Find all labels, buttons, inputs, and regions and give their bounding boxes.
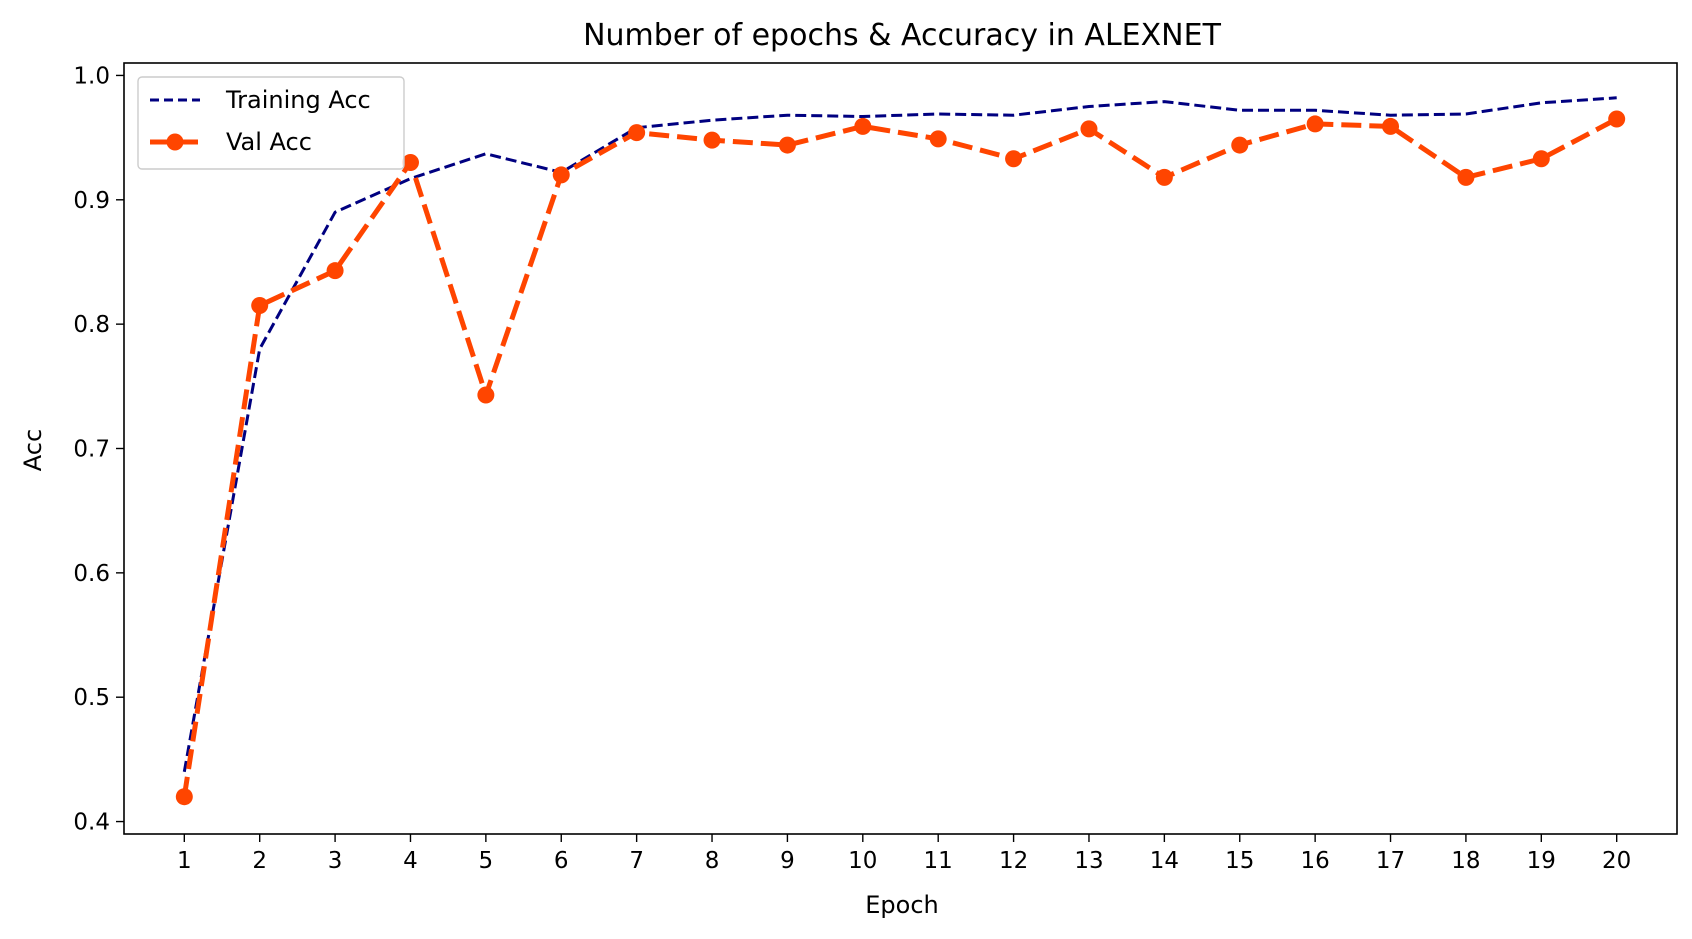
x-tick-label: 6	[554, 848, 569, 874]
x-tick-label: 16	[1300, 848, 1329, 874]
val-acc-marker	[1532, 150, 1550, 168]
val-acc-marker	[1080, 120, 1098, 138]
x-tick-label: 3	[328, 848, 343, 874]
y-axis: 0.4 0.5 0.6 0.7 0.8 0.9 1.0	[73, 63, 124, 836]
plot-frame	[123, 62, 1678, 835]
x-tick-label: 9	[780, 848, 795, 874]
x-axis-label: Epoch	[865, 891, 939, 919]
legend-box	[137, 76, 405, 170]
y-tick-label: 0.5	[73, 685, 110, 711]
val-acc-marker	[1306, 115, 1324, 133]
x-tick-label: 7	[629, 848, 644, 874]
val-acc-marker	[1457, 168, 1475, 186]
legend-label: Training Acc	[225, 86, 371, 114]
val-acc-marker	[1608, 110, 1626, 128]
y-tick-label: 1.0	[73, 63, 110, 89]
val-acc-marker	[477, 386, 495, 404]
x-tick-label: 13	[1074, 848, 1103, 874]
x-tick-label: 8	[705, 848, 720, 874]
val-acc-line	[181, 116, 1618, 798]
x-tick-label: 4	[403, 848, 418, 874]
val-acc-marker	[251, 296, 269, 314]
y-tick-label: 0.4	[73, 810, 110, 836]
x-tick-label: 19	[1527, 848, 1556, 874]
plot-area	[123, 62, 1678, 835]
y-tick-label: 0.9	[73, 188, 110, 214]
val-acc-marker	[1382, 117, 1400, 135]
val-acc-marker	[401, 153, 419, 171]
val-acc-marker	[1155, 168, 1173, 186]
val-acc-marker	[1231, 136, 1249, 154]
val-acc-marker	[778, 136, 796, 154]
training-acc-line	[182, 96, 1617, 773]
x-tick-label: 14	[1150, 848, 1179, 874]
x-tick-label: 1	[177, 848, 192, 874]
x-tick-label: 15	[1225, 848, 1254, 874]
val-acc-marker	[929, 130, 947, 148]
x-tick-label: 5	[479, 848, 494, 874]
val-acc-marker	[854, 117, 872, 135]
y-axis-label: Acc	[19, 429, 47, 471]
y-tick-label: 0.8	[73, 312, 110, 338]
x-tick-label: 18	[1451, 848, 1480, 874]
x-tick-label: 20	[1602, 848, 1631, 874]
val-acc-marker	[326, 262, 344, 280]
x-tick-label: 17	[1376, 848, 1405, 874]
x-tick-label: 2	[252, 848, 267, 874]
val-acc-marker	[175, 788, 193, 806]
x-tick-label: 11	[924, 848, 953, 874]
y-tick-label: 0.6	[73, 561, 110, 587]
x-tick-label: 10	[848, 848, 877, 874]
y-tick-label: 0.7	[73, 437, 110, 463]
legend-label: Val Acc	[226, 128, 312, 156]
x-tick-label: 12	[999, 848, 1028, 874]
chart-title: Number of epochs & Accuracy in ALEXNET	[583, 18, 1221, 53]
legend: Training Acc Val Acc	[137, 76, 405, 170]
val-acc-marker	[628, 124, 646, 142]
legend-val-acc-marker	[166, 133, 184, 151]
val-acc-marker	[1005, 150, 1023, 168]
val-acc-marker	[703, 131, 721, 149]
x-axis: 1 2 3 4 5 6 7 8 9 10 11 12 13 14 15 16 17 18 19 20	[177, 834, 1631, 874]
val-acc-marker	[552, 166, 570, 184]
